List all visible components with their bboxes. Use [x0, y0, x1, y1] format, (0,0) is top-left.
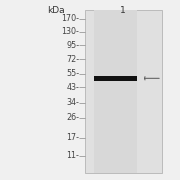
Text: 17-: 17- [66, 133, 79, 142]
Text: 26-: 26- [66, 113, 79, 122]
Text: 170-: 170- [61, 14, 79, 23]
Text: 72-: 72- [66, 55, 79, 64]
Bar [85, 10, 162, 173]
Text: 43-: 43- [66, 83, 79, 92]
Text: 34-: 34- [66, 98, 79, 107]
Text: 11-: 11- [66, 151, 79, 160]
Bar [94, 76, 137, 81]
Text: 95-: 95- [66, 40, 79, 50]
Text: 55-: 55- [66, 69, 79, 78]
Text: 1: 1 [120, 6, 125, 15]
Text: kDa: kDa [47, 6, 65, 15]
Text: 130-: 130- [61, 27, 79, 36]
Bar [94, 10, 137, 173]
